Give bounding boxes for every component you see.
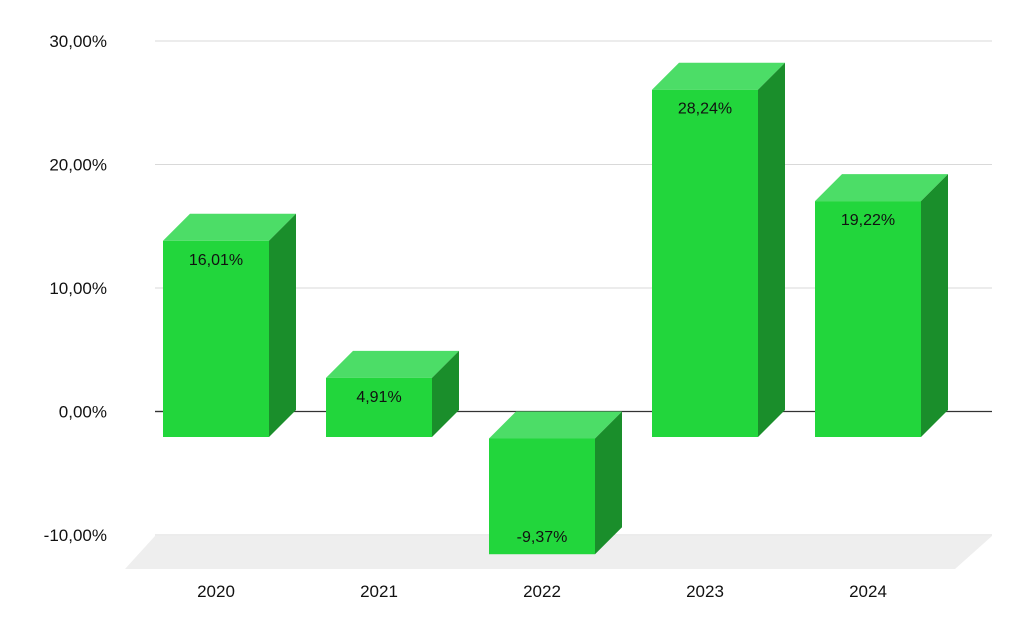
data-label: 4,91%: [356, 389, 401, 406]
bar-2021: 4,91%: [326, 350, 459, 437]
bar-side-face: [595, 411, 622, 555]
bar-top-face: [326, 350, 459, 378]
x-tick-label: 2021: [360, 582, 398, 601]
y-tick-label: -10,00%: [44, 526, 107, 545]
bar-front-face: [815, 201, 921, 437]
bar-side-face: [269, 213, 296, 437]
x-tick-label: 2022: [523, 582, 561, 601]
bar-side-face: [921, 174, 948, 437]
x-axis: 2020 2021 2022 2023 2024: [197, 582, 887, 601]
bars: 16,01% 4,91% -9,37% 28,24% 19,22%: [163, 62, 948, 555]
bar-2020: 16,01%: [163, 213, 296, 437]
y-axis: 30,00% 20,00% 10,00% 0,00% -10,00%: [44, 32, 107, 545]
data-label: 28,24%: [678, 101, 732, 118]
data-label: 19,22%: [841, 212, 895, 229]
y-tick-label: 20,00%: [49, 156, 107, 175]
x-tick-label: 2024: [849, 582, 887, 601]
bar-side-face: [432, 350, 459, 437]
y-tick-label: 10,00%: [49, 279, 107, 298]
bar-top-face: [489, 411, 622, 439]
data-label: 16,01%: [189, 252, 243, 269]
bar-2023: 28,24%: [652, 62, 785, 438]
bar-top-face: [163, 213, 296, 241]
bar-front-face: [326, 377, 432, 437]
y-tick-label: 30,00%: [49, 32, 107, 51]
data-label: -9,37%: [517, 529, 568, 546]
bar-top-face: [652, 62, 785, 90]
bar-2022: -9,37%: [489, 411, 622, 555]
bar-top-face: [815, 174, 948, 202]
bar-front-face: [489, 438, 595, 555]
y-tick-label: 0,00%: [59, 403, 107, 422]
x-tick-label: 2023: [686, 582, 724, 601]
bar-side-face: [758, 62, 785, 438]
bar-front-face: [652, 89, 758, 438]
bar-front-face: [163, 240, 269, 437]
bar-2024: 19,22%: [815, 174, 948, 437]
x-tick-label: 2020: [197, 582, 235, 601]
